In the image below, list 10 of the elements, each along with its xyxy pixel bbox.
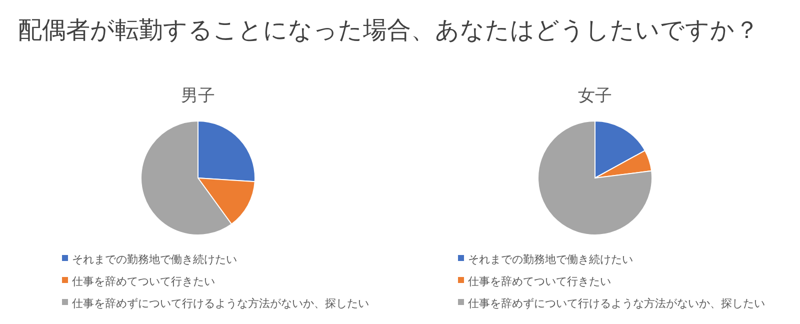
legend-label: 仕事を辞めてついて行きたい <box>72 275 215 288</box>
legend-label: 仕事を辞めずについて行けるような方法がないか、探したい <box>468 297 765 310</box>
legend-label: 仕事を辞めずについて行けるような方法がないか、探したい <box>72 297 369 310</box>
chart-title: 女子 <box>578 86 612 106</box>
text: 配偶者が転勤することになった場合、あなたはどうしたいですか？ <box>18 16 759 44</box>
pie-slice <box>538 120 652 236</box>
legend-label: それまでの勤務地で働き続けたい <box>468 253 633 266</box>
legend-label: それまでの勤務地で働き続けたい <box>72 253 237 266</box>
chart-title: 男子 <box>181 86 215 106</box>
legend-label: 仕事を辞めてついて行きたい <box>468 275 611 288</box>
